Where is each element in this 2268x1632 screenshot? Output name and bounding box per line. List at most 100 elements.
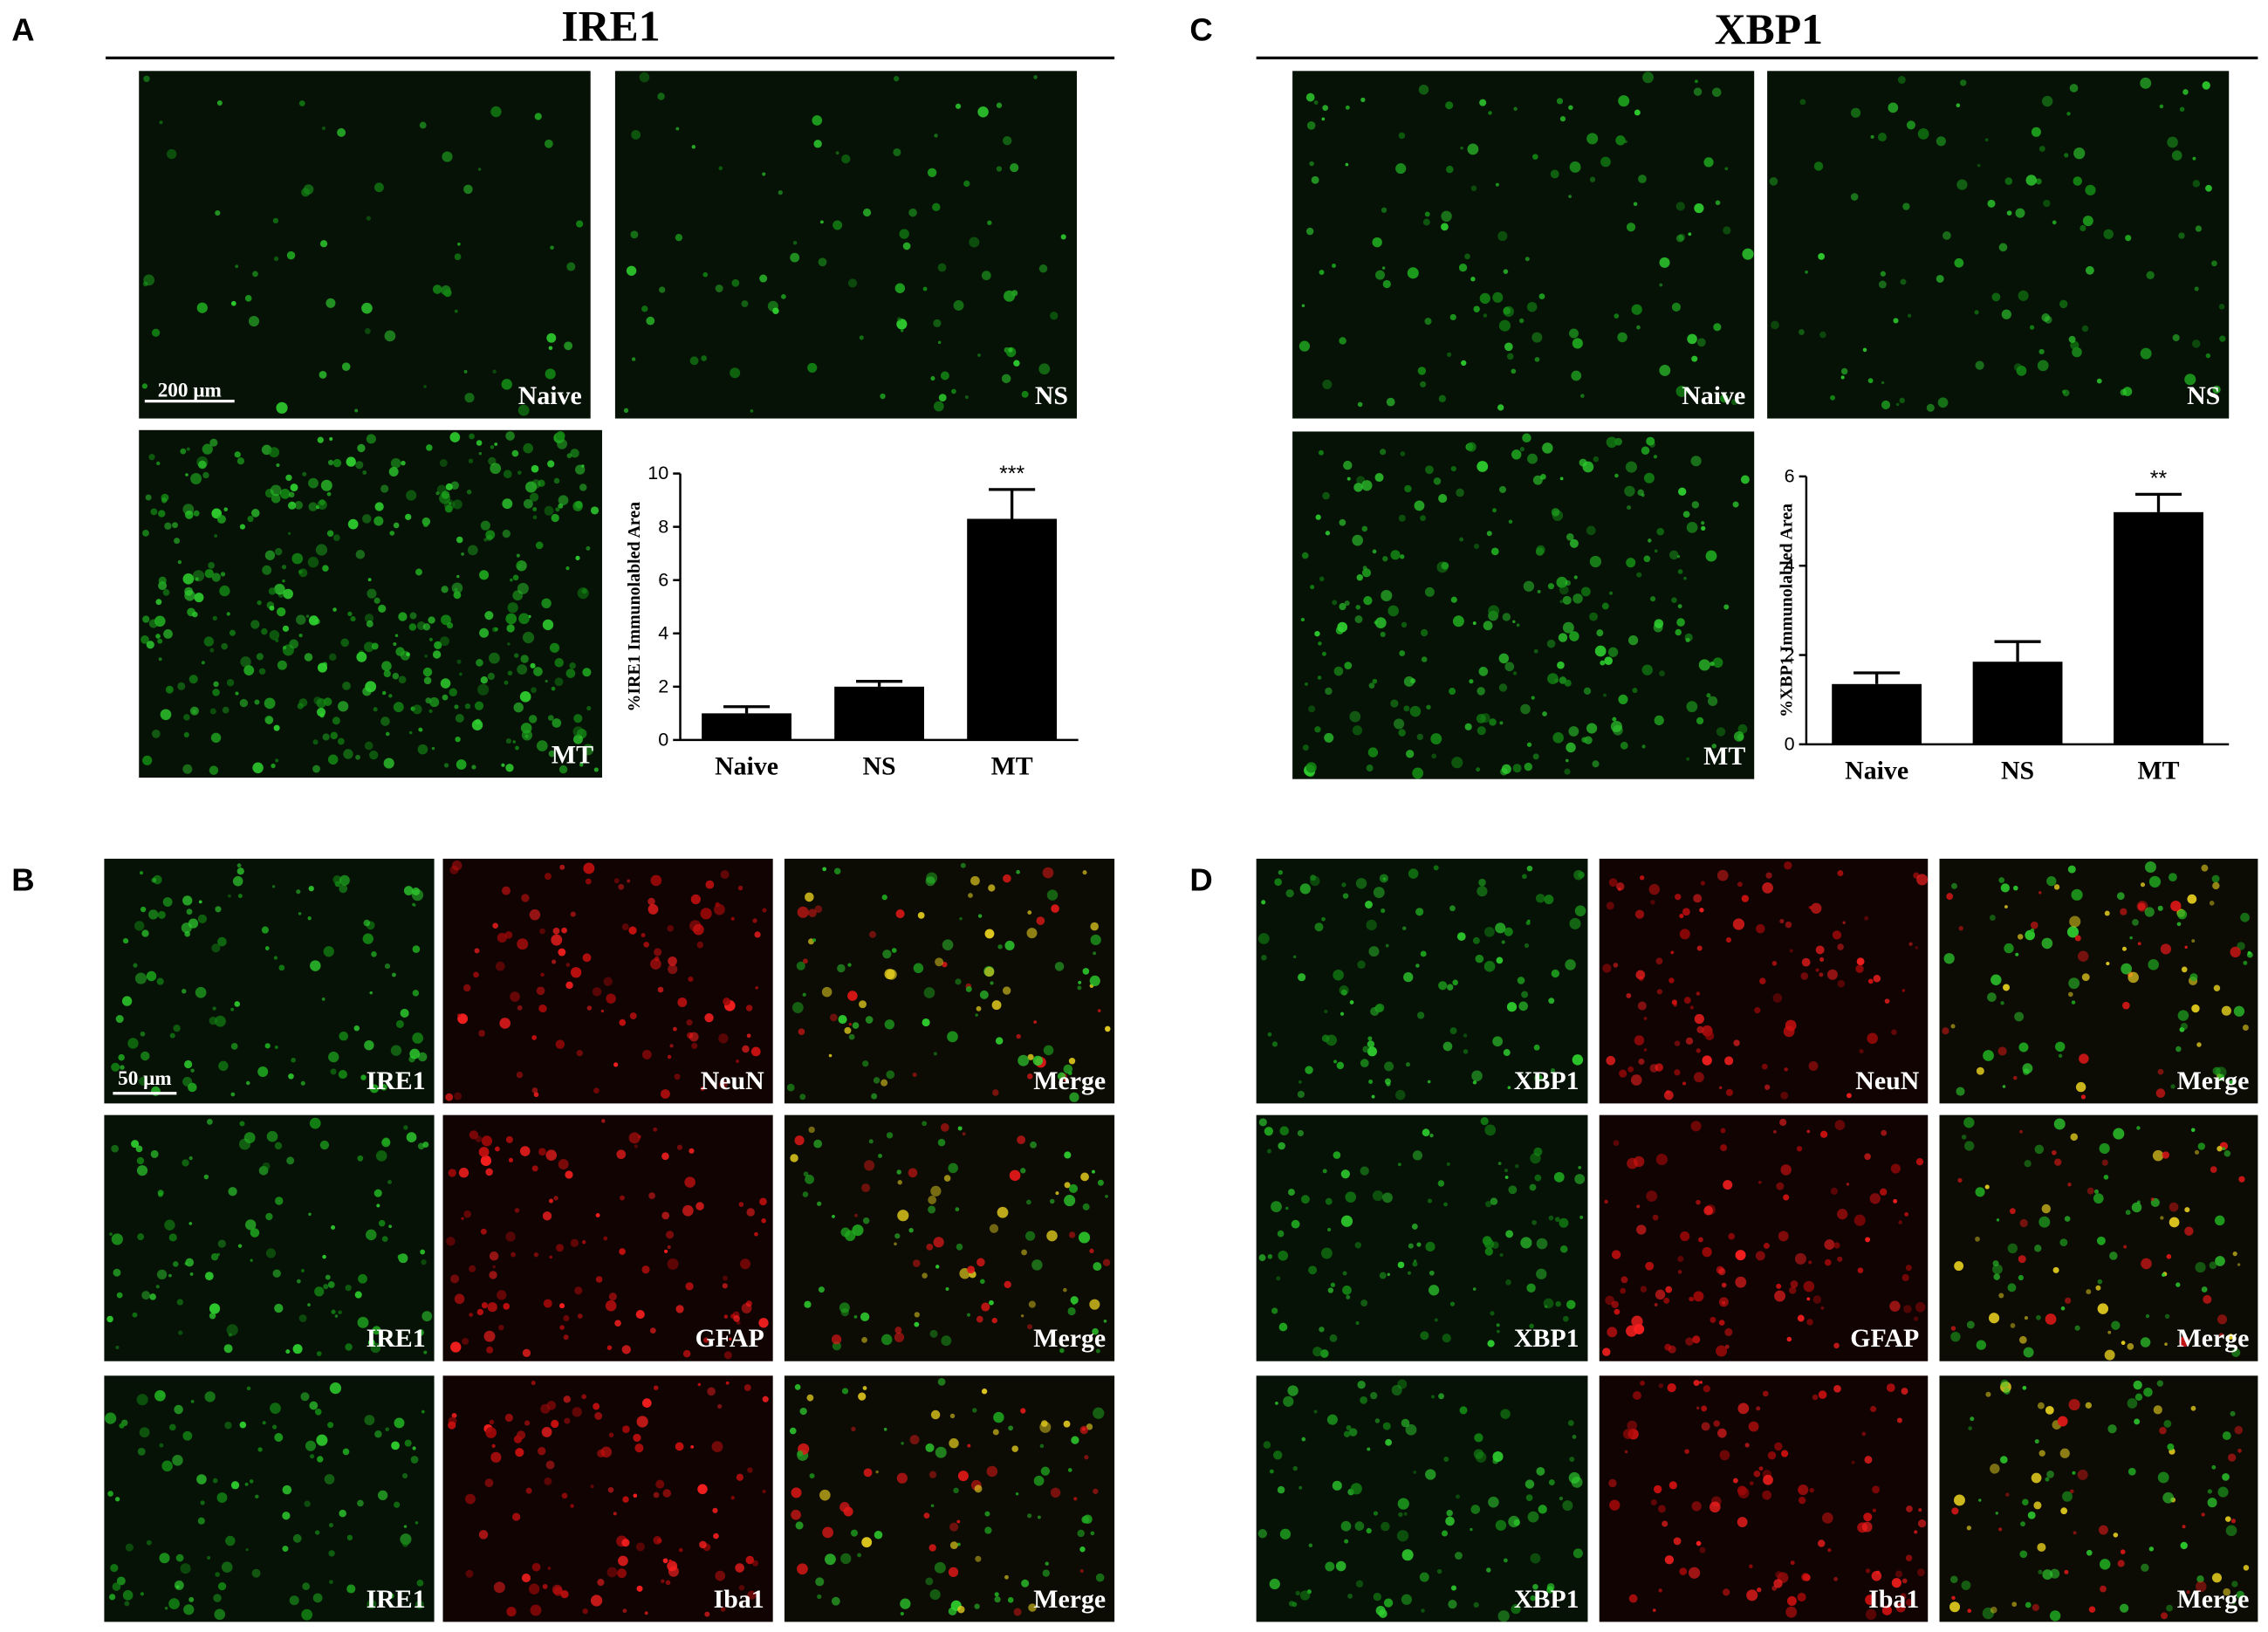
micrograph-texture: [1033, 1475, 1045, 1486]
micrograph-texture: [1383, 1598, 1394, 1608]
micrograph-texture: [508, 1157, 514, 1162]
micrograph-texture: [1526, 865, 1533, 872]
micrograph-texture: [2153, 1405, 2162, 1415]
micrograph-texture: [1283, 1395, 1294, 1407]
micrograph-texture: [517, 1005, 523, 1011]
micrograph-texture: [273, 256, 279, 262]
micrograph-texture: [1308, 705, 1316, 713]
micrograph-texture: [1429, 1133, 1434, 1138]
micrograph-texture: [551, 686, 556, 691]
micrograph-texture: [935, 1265, 940, 1269]
micrograph-texture: [736, 1059, 739, 1063]
micrograph-texture: [548, 346, 553, 351]
micrograph-texture: [296, 889, 301, 895]
micrograph-texture: [314, 1530, 320, 1535]
image-label: NS: [1035, 381, 1068, 410]
micrograph-texture: [1325, 1561, 1335, 1572]
micrograph-texture: [1534, 1073, 1543, 1082]
micrograph-texture: [930, 1504, 935, 1508]
micrograph-texture: [553, 1196, 558, 1201]
micrograph-texture: [977, 914, 983, 918]
micrograph-texture: [1850, 193, 1859, 201]
micrograph-texture: [380, 717, 390, 726]
micrograph-texture: [2176, 922, 2182, 927]
micrograph-texture: [1340, 1011, 1345, 1016]
micrograph-texture: [2132, 918, 2139, 926]
micrograph-texture: [1461, 360, 1467, 367]
micrograph-texture: [1367, 1447, 1371, 1451]
micrograph-texture: [2214, 1215, 2225, 1226]
micrograph-texture: [441, 490, 450, 499]
micrograph-texture: [1407, 267, 1419, 279]
micrograph-texture: [1382, 1422, 1391, 1430]
micrograph-texture: [298, 1314, 307, 1322]
micrograph-texture: [2187, 894, 2197, 904]
micrograph-texture: [1701, 521, 1705, 525]
micrograph-texture: [1573, 1548, 1583, 1559]
micrograph-texture: [1496, 957, 1504, 964]
micrograph-texture: [1277, 1485, 1285, 1494]
micrograph-texture: [1717, 1428, 1727, 1438]
micrograph-texture: [2196, 1575, 2204, 1583]
micrograph-texture: [718, 1033, 729, 1044]
micrograph-texture: [555, 507, 560, 512]
micrograph-texture: [505, 1135, 513, 1143]
micrograph-texture: [731, 278, 740, 287]
micrograph-texture: [2175, 1046, 2182, 1053]
micrograph-texture: [1067, 1071, 1072, 1076]
micrograph-texture: [355, 549, 366, 559]
micrograph-texture: [1970, 1416, 1975, 1422]
micrograph-texture: [2137, 942, 2141, 946]
micrograph-texture: [1655, 1289, 1666, 1300]
micrograph-texture: [113, 1268, 121, 1277]
micrograph-texture: [984, 1511, 990, 1517]
micrograph-texture: [581, 588, 587, 594]
micrograph-texture: [662, 1558, 668, 1564]
micrograph-texture: [1367, 1046, 1378, 1057]
micrograph-texture: [1458, 263, 1468, 272]
micrograph-texture: [1667, 1382, 1676, 1393]
micrograph-texture: [1693, 894, 1703, 903]
micrograph-texture: [2157, 1471, 2169, 1484]
micrograph-texture: [1720, 394, 1729, 403]
micrograph-texture: [1943, 953, 1955, 964]
micrograph-texture: [285, 474, 292, 482]
micrograph-texture: [1677, 1255, 1684, 1263]
micrograph-texture: [593, 1087, 600, 1094]
micrograph-texture: [1448, 1599, 1457, 1609]
micrograph-texture: [1998, 1527, 2003, 1532]
micrograph-texture: [1479, 99, 1487, 106]
micrograph-texture: [1527, 1511, 1539, 1523]
micrograph-texture: [2074, 1325, 2080, 1331]
micrograph-texture: [995, 1037, 1004, 1045]
micrograph-texture: [2041, 313, 2051, 322]
micrograph-texture: [387, 1179, 392, 1184]
micrograph-texture: [862, 1217, 870, 1224]
micrograph-texture: [741, 1303, 752, 1313]
micrograph-texture: [730, 367, 741, 379]
micrograph-texture: [184, 511, 194, 519]
micrograph-texture: [928, 1471, 937, 1478]
micrograph-texture: [1069, 1092, 1079, 1102]
micrograph-texture: [1696, 338, 1706, 347]
micrograph-texture: [597, 1579, 605, 1587]
micrograph-texture: [1819, 972, 1824, 977]
micrograph-texture: [158, 657, 162, 662]
micrograph-texture: [722, 1283, 728, 1289]
micrograph-texture: [822, 1526, 834, 1539]
micrograph-texture: [1611, 1250, 1621, 1259]
micrograph-texture: [559, 1303, 565, 1309]
micrograph-texture: [505, 764, 514, 772]
micrograph-texture: [843, 1506, 853, 1517]
micrograph-texture: [168, 1598, 180, 1609]
micrograph-texture: [1718, 1320, 1725, 1326]
micrograph-texture: [838, 1015, 847, 1025]
micrograph-texture: [582, 1240, 586, 1245]
micrograph-texture: [1723, 226, 1731, 235]
micrograph-texture: [2006, 210, 2012, 216]
y-axis-label: %IRE1 Immunolabled Area: [625, 502, 644, 712]
micrograph-texture: [1865, 1568, 1871, 1574]
micrograph-texture: [366, 1229, 377, 1241]
micrograph-texture: [1675, 234, 1684, 243]
micrograph-texture: [551, 934, 563, 946]
